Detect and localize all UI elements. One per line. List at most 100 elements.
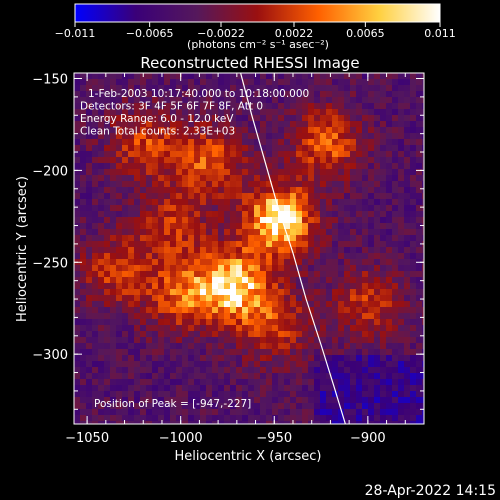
heatmap-cell [152,85,159,92]
heatmap-cell [254,289,261,296]
heatmap-cell [260,199,267,206]
heatmap-cell [392,73,399,80]
heatmap-cell [152,361,159,368]
heatmap-cell [98,391,105,398]
heatmap-cell [398,415,405,422]
heatmap-cell [134,325,141,332]
heatmap-cell [236,235,243,242]
heatmap-cell [296,139,303,146]
heatmap-cell [398,259,405,266]
heatmap-cell [224,421,231,424]
heatmap-cell [194,121,201,128]
heatmap-cell [194,295,201,302]
heatmap-cell [314,163,321,170]
heatmap-cell [386,235,393,242]
heatmap-cell [200,373,207,380]
heatmap-cell [290,181,297,188]
heatmap-cell [158,397,165,404]
heatmap-cell [272,361,279,368]
heatmap-cell [110,193,117,200]
heatmap-cell [212,289,219,296]
heatmap-cell [422,115,424,122]
heatmap-cell [200,85,207,92]
heatmap-cell [350,85,357,92]
heatmap-cell [362,319,369,326]
heatmap-cell [416,421,423,424]
heatmap-cell [260,247,267,254]
heatmap-cell [254,373,261,380]
heatmap-cell [398,295,405,302]
heatmap-cell [104,325,111,332]
heatmap-cell [206,385,213,392]
heatmap-cell [134,139,141,146]
heatmap-cell [140,157,147,164]
colorbar-gradient [74,3,441,23]
heatmap-cell [416,235,423,242]
heatmap-cell [128,247,135,254]
heatmap-cell [176,91,183,98]
heatmap-cell [194,325,201,332]
heatmap-cell [176,139,183,146]
heatmap-cell [152,205,159,212]
heatmap-cell [404,127,411,134]
heatmap-cell [98,91,105,98]
heatmap-cell [272,139,279,146]
heatmap-cell [92,307,99,314]
heatmap-cell [206,217,213,224]
heatmap-cell [314,73,321,80]
heatmap-cell [326,133,333,140]
heatmap-cell [278,313,285,320]
heatmap-cell [224,175,231,182]
heatmap-cell [116,169,123,176]
heatmap-cell [134,157,141,164]
heatmap-cell [290,211,297,218]
heatmap-cell [110,211,117,218]
heatmap-cell [368,397,375,404]
heatmap-cell [224,343,231,350]
heatmap-cell [284,391,291,398]
heatmap-cell [314,97,321,104]
heatmap-cell [398,85,405,92]
heatmap-cell [206,307,213,314]
heatmap-cell [380,109,387,116]
heatmap-cell [152,253,159,260]
heatmap-cell [356,355,363,362]
heatmap-cell [380,79,387,86]
heatmap-cell [206,331,213,338]
heatmap-cell [326,85,333,92]
heatmap-cell [86,247,93,254]
heatmap-cell [224,211,231,218]
heatmap-cell [92,349,99,356]
heatmap-cell [290,355,297,362]
heatmap-cell [410,73,417,80]
heatmap-cell [98,205,105,212]
heatmap-cell [284,73,291,80]
heatmap-cell [140,217,147,224]
heatmap-cell [116,151,123,158]
heatmap-cell [128,163,135,170]
heatmap-cell [242,301,249,308]
heatmap-cell [356,295,363,302]
heatmap-cell [122,361,129,368]
heatmap-cell [128,253,135,260]
heatmap-cell [236,139,243,146]
heatmap-cell [392,127,399,134]
heatmap-cell [158,415,165,422]
heatmap-cell [356,169,363,176]
heatmap-cell [368,229,375,236]
heatmap-cell [128,97,135,104]
heatmap-cell [110,361,117,368]
heatmap-cell [416,373,423,380]
heatmap-cell [176,295,183,302]
heatmap-cell [176,397,183,404]
heatmap-cell [134,211,141,218]
heatmap-cell [116,163,123,170]
heatmap-cell [212,349,219,356]
heatmap-cell [86,343,93,350]
heatmap-cell [86,229,93,236]
heatmap-cell [98,115,105,122]
heatmap-cell [368,175,375,182]
heatmap-cell [164,259,171,266]
heatmap-cell [356,241,363,248]
heatmap-cell [422,181,424,188]
